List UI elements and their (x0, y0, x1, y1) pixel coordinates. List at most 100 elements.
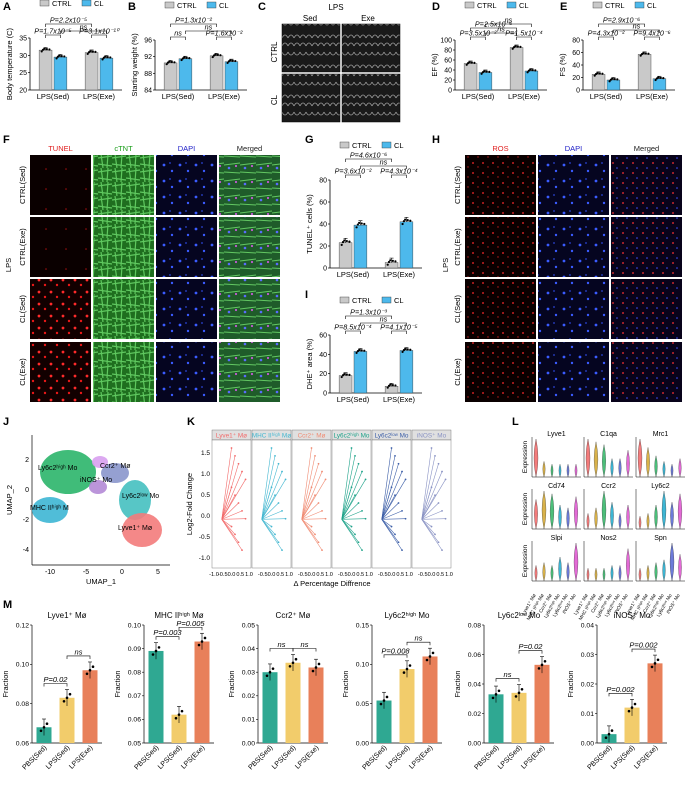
x-tick-label: LPS(Sed) (157, 744, 183, 770)
data-point (389, 259, 392, 262)
chart-e: 0 20 40 60 80 FS (%) LPS(Sed) LPS(Exe) CTRL CL P=2… (558, 1, 675, 101)
gene-spoke (421, 510, 443, 520)
data-point (494, 693, 498, 696)
y-tick-label: 40 (444, 68, 452, 75)
violin (602, 444, 606, 478)
data-point (212, 54, 216, 57)
facet-panel (251, 439, 292, 569)
stat-label: P=0.008 (381, 646, 410, 655)
row-label: CTRL(Sed) (453, 166, 462, 204)
y-axis-label: TUNEL⁺ cells (%) (305, 194, 314, 254)
micrograph (611, 217, 682, 277)
data-point (45, 48, 48, 51)
violin (534, 564, 538, 582)
y-axis-label: Starting weight (%) (130, 33, 139, 97)
data-point (216, 53, 219, 56)
y-axis-label: Fraction (1, 670, 10, 697)
violin (626, 504, 630, 530)
violin (646, 564, 650, 582)
micrograph (219, 155, 280, 215)
y-tick-label: 60 (444, 58, 452, 65)
stat-label: P=1.3x10⁻³ (350, 308, 387, 317)
data-point (402, 349, 405, 352)
x-tick-label: -10 (45, 569, 55, 576)
data-point (428, 655, 432, 658)
data-point (511, 47, 514, 50)
micrograph (538, 342, 609, 402)
gene-spoke (301, 494, 316, 520)
data-point (391, 259, 394, 262)
data-point (659, 76, 662, 79)
data-point (48, 48, 51, 51)
y-tick-label: 60 (319, 333, 327, 340)
data-point (379, 702, 383, 706)
y-tick-label: 96 (144, 38, 152, 45)
gene-point (274, 494, 276, 497)
y-tick-label: -1.0 (199, 555, 211, 562)
data-point (409, 348, 412, 351)
gene-spoke (221, 447, 232, 520)
data-point (343, 239, 346, 242)
data-point (358, 221, 361, 224)
y-tick-label: 80 (319, 178, 327, 185)
gene-spoke (261, 471, 283, 520)
legend-swatch-cl (381, 141, 392, 149)
data-point (406, 219, 409, 222)
x-tick-label: PBS(Sed) (21, 744, 48, 771)
gene-spoke (301, 471, 323, 520)
data-point (102, 56, 105, 59)
data-point (531, 68, 534, 72)
echo-col-sed: Sed (303, 14, 317, 23)
violin (646, 447, 650, 478)
data-point (219, 54, 222, 57)
stat-label: ns (633, 22, 641, 31)
data-point (166, 61, 170, 64)
umap-cluster (32, 497, 68, 523)
data-point (488, 70, 491, 73)
gene-point (404, 517, 407, 520)
echo-row-cl: CL (270, 94, 279, 105)
stat-label: P=1.7x10⁻⁵ (34, 27, 71, 36)
violin (550, 564, 554, 582)
y-tick-label: 0.0 (201, 513, 210, 520)
gene-point (314, 533, 316, 536)
x-tick-label: 0.5 (276, 572, 284, 578)
gene-point (230, 525, 233, 528)
stat-label: P=1.3x10⁻² (175, 16, 212, 25)
gene-spoke (421, 447, 432, 520)
chart-title: Ly6c2ˡᵒʷ Mo (498, 611, 541, 620)
data-point (40, 50, 43, 53)
gene-point (390, 525, 393, 528)
gene-point (444, 517, 447, 520)
y-tick-label: 25 (19, 70, 27, 77)
stat-bracket (170, 36, 186, 40)
panel-letter: J (3, 416, 9, 428)
gene-point (357, 541, 360, 544)
gene-point (237, 502, 240, 504)
y-tick-label: 35 (19, 36, 27, 43)
data-point (88, 668, 92, 672)
bar-ctrl (591, 74, 606, 91)
ros-grid: ROS DAPI Merged CTRL(Sed) CTRL(Exe) CL(Sed) CL… (441, 144, 682, 402)
data-point (340, 375, 343, 379)
y-tick-label: 0.12 (16, 622, 29, 629)
data-point (45, 722, 49, 726)
data-point (466, 62, 470, 65)
stat-bracket (66, 655, 91, 659)
legend-label-cl: CL (394, 141, 404, 150)
x-tick-label: LPS(Exe) (520, 744, 546, 770)
data-point (91, 50, 94, 53)
violin (610, 564, 614, 582)
violin (549, 493, 555, 530)
gene-spoke (301, 518, 326, 520)
stat-label: P=9.4x10⁻⁶ (633, 29, 670, 38)
data-point (406, 348, 409, 351)
panel-letter: H (432, 134, 440, 146)
micrograph (30, 217, 91, 277)
bar-ctrl (209, 55, 224, 91)
x-tick-label: LPS(Exe) (294, 744, 320, 770)
gene-spoke (341, 519, 363, 551)
micrograph (465, 342, 536, 402)
violin (669, 542, 675, 582)
x-tick-label: LPS(Exe) (508, 92, 541, 101)
